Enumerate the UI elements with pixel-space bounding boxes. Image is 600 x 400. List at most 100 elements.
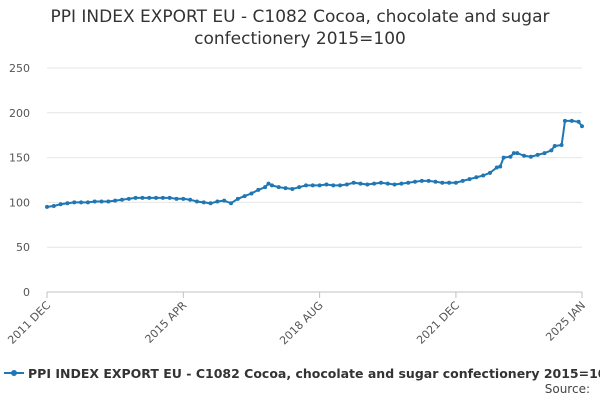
data-point[interactable]: [433, 179, 438, 184]
y-tick-label: 0: [23, 286, 30, 299]
data-point[interactable]: [481, 173, 486, 178]
data-point[interactable]: [174, 196, 179, 201]
y-axis-ticks: 0 50 100 150 200 250: [9, 62, 30, 299]
data-point[interactable]: [92, 199, 97, 204]
data-point[interactable]: [324, 182, 329, 187]
data-point[interactable]: [113, 198, 118, 203]
data-point[interactable]: [45, 204, 49, 209]
data-point[interactable]: [365, 182, 370, 187]
data-point[interactable]: [235, 196, 240, 201]
data-point[interactable]: [303, 183, 308, 188]
data-point[interactable]: [535, 152, 540, 157]
data-point[interactable]: [549, 148, 554, 153]
data-point[interactable]: [160, 195, 165, 200]
data-point[interactable]: [283, 186, 288, 191]
data-point[interactable]: [72, 200, 77, 205]
data-point[interactable]: [542, 151, 547, 156]
data-point[interactable]: [522, 153, 527, 158]
data-point[interactable]: [338, 183, 343, 188]
data-point[interactable]: [372, 181, 377, 186]
data-point[interactable]: [569, 118, 574, 123]
data-point[interactable]: [528, 154, 533, 159]
series-group: [45, 118, 584, 209]
data-point[interactable]: [269, 183, 274, 188]
data-point[interactable]: [515, 151, 520, 156]
data-point[interactable]: [474, 175, 479, 180]
x-tick-label: 2021 DEC: [414, 299, 462, 347]
data-point[interactable]: [317, 183, 322, 188]
data-point[interactable]: [460, 178, 465, 183]
data-point[interactable]: [229, 201, 234, 206]
data-point[interactable]: [276, 185, 281, 190]
data-point[interactable]: [399, 181, 404, 186]
data-point[interactable]: [559, 143, 564, 148]
source-label: Source:: [544, 382, 590, 396]
chart-title: PPI INDEX EXPORT EU - C1082 Cocoa, choco…: [50, 7, 550, 49]
data-point[interactable]: [501, 155, 506, 160]
data-point[interactable]: [426, 178, 431, 183]
data-point[interactable]: [378, 180, 383, 185]
data-point[interactable]: [188, 197, 193, 202]
data-point[interactable]: [498, 164, 503, 169]
data-point[interactable]: [256, 187, 261, 192]
data-point[interactable]: [297, 185, 302, 190]
data-point[interactable]: [453, 180, 458, 185]
data-point[interactable]: [511, 151, 516, 156]
legend-swatch-icon: [4, 368, 24, 378]
data-point[interactable]: [344, 182, 349, 187]
data-point[interactable]: [154, 195, 159, 200]
data-point[interactable]: [126, 196, 131, 201]
data-point[interactable]: [562, 118, 567, 123]
data-point[interactable]: [447, 180, 452, 185]
data-point[interactable]: [266, 181, 271, 186]
data-point[interactable]: [392, 182, 397, 187]
data-point[interactable]: [413, 179, 418, 184]
data-point[interactable]: [494, 165, 499, 170]
data-point[interactable]: [310, 183, 315, 188]
series-line: [46, 119, 583, 208]
x-tick-label: 2011 DEC: [5, 299, 53, 347]
data-point[interactable]: [406, 180, 411, 185]
data-point[interactable]: [201, 200, 206, 205]
data-point[interactable]: [140, 195, 145, 200]
data-point[interactable]: [106, 199, 111, 204]
data-point[interactable]: [249, 191, 254, 196]
data-point[interactable]: [65, 201, 70, 206]
y-tick-label: 200: [9, 107, 30, 120]
data-point[interactable]: [351, 180, 356, 185]
data-point[interactable]: [85, 200, 90, 205]
y-tick-label: 150: [9, 152, 30, 165]
data-point[interactable]: [242, 194, 247, 199]
data-point[interactable]: [576, 119, 581, 124]
data-point[interactable]: [580, 124, 584, 129]
data-point[interactable]: [215, 199, 220, 204]
data-point[interactable]: [467, 177, 472, 182]
y-tick-label: 250: [9, 62, 30, 75]
data-point[interactable]: [119, 197, 124, 202]
data-point[interactable]: [440, 180, 445, 185]
data-point[interactable]: [51, 203, 56, 208]
data-point[interactable]: [263, 185, 268, 190]
data-point[interactable]: [508, 154, 513, 159]
data-point[interactable]: [147, 195, 152, 200]
data-point[interactable]: [58, 202, 63, 207]
data-point[interactable]: [222, 198, 227, 203]
data-point[interactable]: [167, 195, 172, 200]
data-point[interactable]: [99, 199, 104, 204]
x-tick-label: 2018 AUG: [277, 299, 326, 348]
data-point[interactable]: [487, 170, 492, 175]
data-point[interactable]: [385, 181, 390, 186]
data-point[interactable]: [79, 200, 84, 205]
data-point[interactable]: [208, 201, 213, 206]
legend-label: PPI INDEX EXPORT EU - C1082 Cocoa, choco…: [28, 365, 600, 381]
data-point[interactable]: [133, 195, 138, 200]
legend[interactable]: PPI INDEX EXPORT EU - C1082 Cocoa, choco…: [4, 364, 600, 382]
data-point[interactable]: [331, 183, 336, 188]
data-point[interactable]: [419, 178, 424, 183]
data-point[interactable]: [181, 196, 186, 201]
data-point[interactable]: [552, 143, 557, 148]
data-point[interactable]: [194, 199, 199, 204]
data-point[interactable]: [358, 181, 363, 186]
data-point[interactable]: [290, 186, 295, 191]
